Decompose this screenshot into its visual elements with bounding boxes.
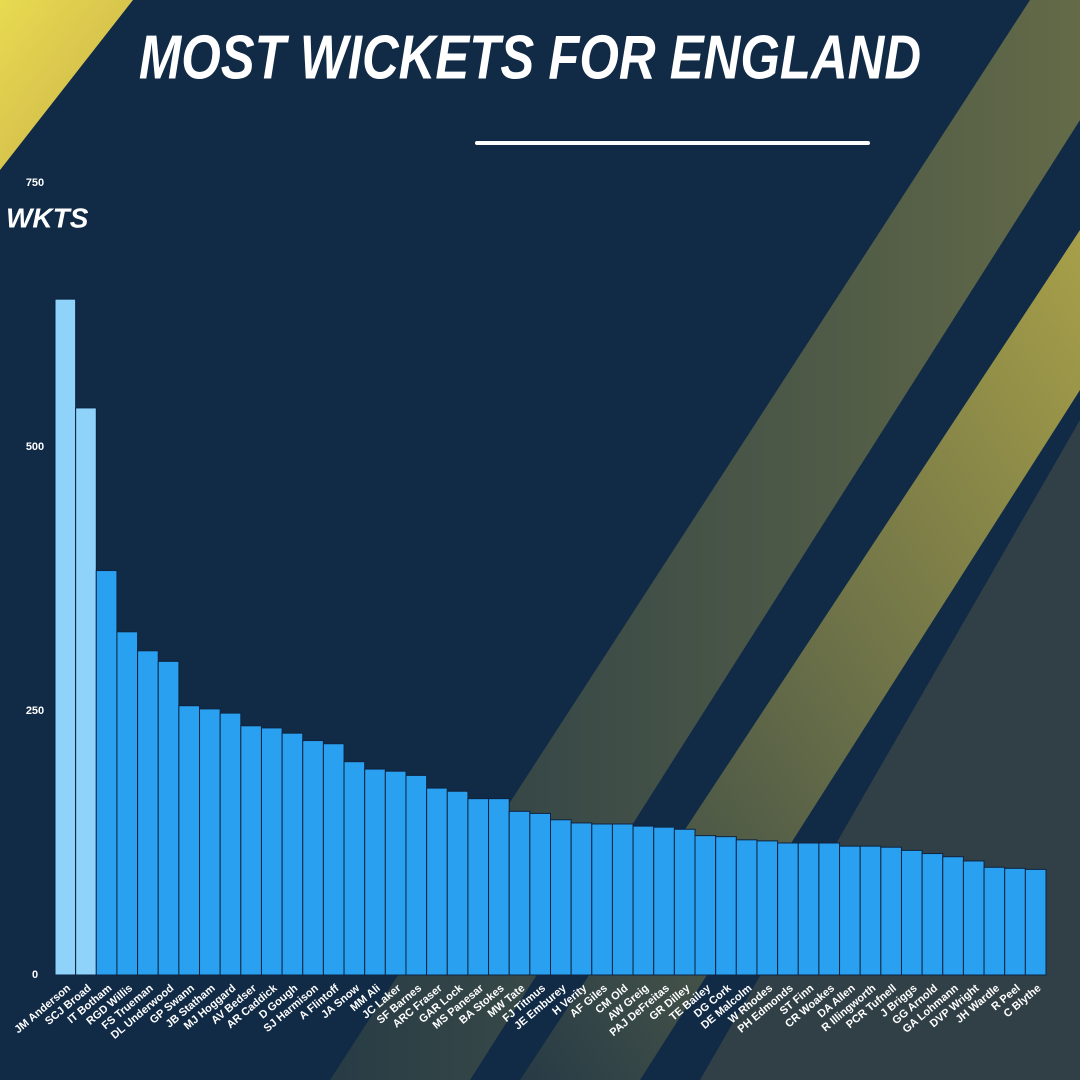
bar [137,650,159,976]
bar [281,732,304,976]
y-tick-label: 500 [26,441,44,453]
bar [384,770,407,976]
bar [240,725,262,976]
bar [591,823,613,976]
bar [343,761,366,976]
bar [178,705,201,976]
bar [54,298,77,976]
bar [488,798,510,976]
bar [302,740,324,976]
bar [797,842,820,976]
bar [1004,867,1026,976]
bar [1024,868,1047,976]
bar [550,819,572,976]
y-tick-label: 250 [26,705,44,717]
y-axis-label: WKTS [6,202,89,233]
bar [777,842,799,976]
bar [611,823,634,976]
bar [632,825,655,976]
decor-stripe [330,0,1080,1080]
bar [570,822,593,976]
bar [962,860,985,976]
bar [839,845,861,976]
chart-title: MOST WICKETS FOR ENGLAND [139,24,921,93]
bar [900,849,923,976]
bar [942,856,964,976]
bar [95,570,118,976]
bar [653,826,675,976]
bar [983,866,1006,976]
bar [405,774,428,976]
decor-stripe [0,0,133,170]
bar [694,835,717,976]
bar [508,810,531,976]
bar [116,631,139,976]
bar [859,845,882,976]
bar [75,407,97,976]
y-tick-label: 750 [26,177,44,189]
bar [529,812,552,976]
bar [880,846,902,976]
bar [364,768,386,976]
bar [756,840,779,976]
bar [735,839,758,976]
bar [467,798,490,976]
bar [157,660,180,976]
y-tick-label: 0 [32,969,38,981]
bar [818,842,841,976]
bar [219,712,242,976]
bar [322,743,345,976]
bar [426,787,448,976]
bar [260,727,283,976]
bar [446,790,469,976]
bar [921,853,944,976]
bar [673,828,696,976]
bar [199,708,221,976]
bar [715,836,737,976]
